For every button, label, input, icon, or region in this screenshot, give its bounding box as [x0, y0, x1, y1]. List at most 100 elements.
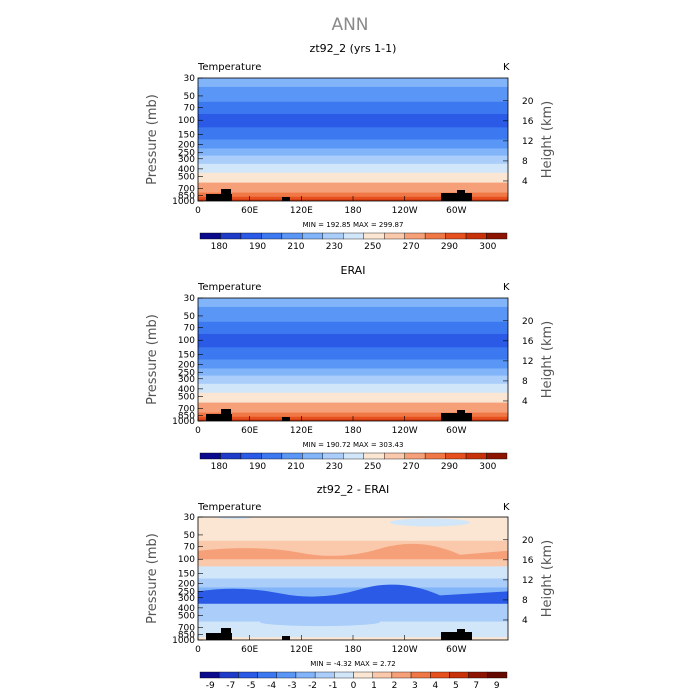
y-right-axis-title: Height (km) [540, 101, 555, 178]
contour-band [198, 173, 508, 180]
contour-band [198, 359, 508, 369]
contour-band [198, 578, 508, 588]
contour-band [198, 78, 508, 88]
colorbar-label: 1 [371, 681, 377, 691]
colorbar-label: 250 [364, 462, 381, 472]
panel-title: zt92_2 (yrs 1-1) [310, 42, 397, 55]
y-tick-label: 150 [178, 350, 195, 360]
colorbar-label: 0 [351, 681, 357, 691]
colorbar-label: 190 [249, 242, 266, 252]
colorbar-label: 180 [211, 462, 228, 472]
units-label: K [503, 502, 510, 513]
contour-anomaly [390, 518, 470, 527]
y-tick-label: 400 [178, 385, 195, 395]
colorbar-swatch [238, 671, 258, 679]
y-axis-title: Pressure (mb) [145, 314, 160, 405]
colorbar-swatch [281, 452, 303, 460]
colorbar-swatch [384, 232, 405, 240]
y-tick-label: 400 [178, 604, 195, 614]
y-right-tick-label: 8 [522, 596, 528, 606]
colorbar-label: -4 [267, 681, 276, 691]
x-tick-label: 60W [446, 206, 466, 216]
contour-band [198, 587, 508, 596]
x-tick-label: 120W [392, 206, 418, 216]
contour-band [198, 402, 508, 413]
colorbar-swatch [199, 452, 221, 460]
x-tick-label: 60E [241, 645, 258, 655]
field-label: Temperature [197, 62, 261, 73]
y-right-tick-label: 20 [522, 317, 534, 327]
y-tick-label: 500 [178, 612, 195, 622]
colorbar-label: 210 [287, 242, 304, 252]
colorbar-swatch [384, 452, 405, 460]
y-tick-label: 400 [178, 165, 195, 175]
y-tick-label: 200 [178, 580, 195, 590]
y-right-axis-title: Height (km) [540, 321, 555, 398]
colorbar-swatch [363, 232, 385, 240]
colorbar-swatch [295, 671, 316, 679]
contour-band [198, 611, 508, 623]
y-tick-label: 500 [178, 393, 195, 403]
colorbar-swatch [220, 232, 242, 240]
colorbar-label: 7 [473, 681, 479, 691]
contour-fills [198, 517, 508, 640]
x-tick-label: 180 [344, 426, 361, 436]
colorbar-swatch [257, 671, 277, 679]
colorbar-label: 9 [494, 681, 500, 691]
contour-fills [198, 298, 508, 421]
colorbar-swatch [343, 232, 364, 240]
y-right-tick-label: 4 [522, 616, 528, 626]
y-tick-label: 150 [178, 130, 195, 140]
colorbar-label: -5 [247, 681, 256, 691]
colorbar-label: -1 [329, 681, 338, 691]
field-label: Temperature [197, 282, 261, 293]
contour-band [198, 101, 508, 115]
colorbar-label: 5 [453, 681, 459, 691]
contour-band [198, 525, 508, 542]
y-tick-label: 250 [178, 587, 195, 597]
y-right-tick-label: 16 [522, 337, 534, 347]
y-tick-label: 100 [178, 116, 195, 126]
colorbar-swatch [218, 671, 239, 679]
x-tick-label: 0 [195, 645, 201, 655]
y-tick-label: 200 [178, 361, 195, 371]
y-tick-label: 30 [184, 513, 196, 523]
panel-title: ERAI [341, 264, 366, 277]
terrain-mask [221, 409, 231, 421]
terrain-mask [206, 194, 232, 201]
colorbar-swatch [343, 452, 364, 460]
units-label: K [503, 282, 510, 293]
colorbar-label: 300 [479, 462, 496, 472]
panel-1: zt92_2 (yrs 1-1) Temperature K 30 50 70 100… [145, 42, 555, 252]
colorbar-swatch [404, 232, 426, 240]
y-tick-label: 1000 [172, 417, 195, 427]
colorbar-swatch [261, 232, 283, 240]
colorbar-swatch [449, 671, 469, 679]
colorbar-swatch [424, 232, 446, 240]
y-tick-label: 200 [178, 141, 195, 151]
contour-band [198, 602, 508, 613]
y-tick-label: 50 [184, 92, 196, 102]
y-tick-label: 850 [178, 630, 195, 640]
x-tick-label: 120W [392, 426, 418, 436]
colorbar-swatch [322, 232, 344, 240]
terrain-mask [282, 636, 290, 640]
contour-anomaly [260, 618, 380, 627]
colorbar-swatch [445, 452, 467, 460]
x-tick-label: 60E [241, 206, 258, 216]
x-tick-label: 60W [446, 645, 466, 655]
contour-band [198, 393, 508, 400]
x-tick-label: 180 [344, 645, 361, 655]
y-right-tick-label: 4 [522, 397, 528, 407]
y-tick-label: 700 [178, 623, 195, 633]
contour-band [198, 333, 508, 348]
colorbar-label: -7 [226, 681, 235, 691]
min-max-stats: MIN = -4.32 MAX = 2.72 [310, 660, 396, 668]
colorbar-swatch [468, 671, 489, 679]
y-right-tick-label: 4 [522, 177, 528, 187]
y-tick-label: 150 [178, 569, 195, 579]
panel-3: zt92_2 - ERAI Temperature K 305070100150… [145, 483, 555, 691]
contour-anomaly [198, 584, 508, 604]
y-axis-title: Pressure (mb) [145, 94, 160, 185]
